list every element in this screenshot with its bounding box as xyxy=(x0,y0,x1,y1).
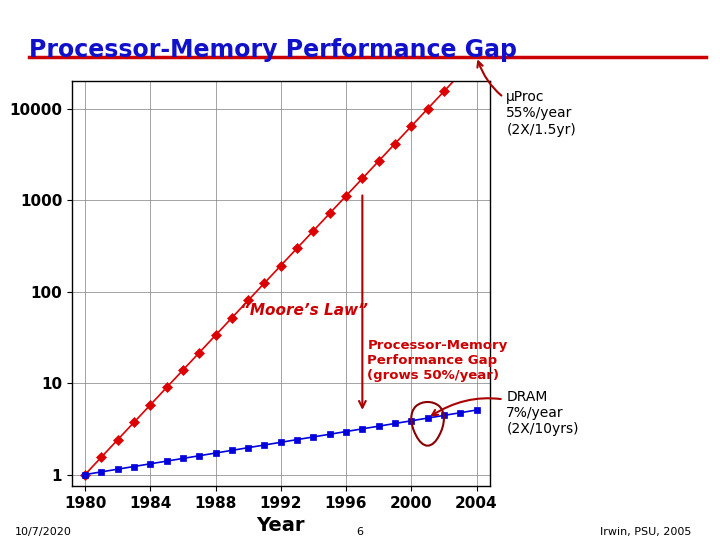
Text: DRAM
7%/year
(2X/10yrs): DRAM 7%/year (2X/10yrs) xyxy=(432,390,579,436)
Text: Processor-Memory Performance Gap: Processor-Memory Performance Gap xyxy=(29,38,517,62)
Text: μProc
55%/year
(2X/1.5yr): μProc 55%/year (2X/1.5yr) xyxy=(477,62,576,137)
Text: 6: 6 xyxy=(356,526,364,537)
Text: “Moore’s Law”: “Moore’s Law” xyxy=(240,303,368,318)
Y-axis label: Performance: Performance xyxy=(0,219,4,348)
Text: 10/7/2020: 10/7/2020 xyxy=(14,526,71,537)
X-axis label: Year: Year xyxy=(256,516,305,535)
Text: Processor-Memory
Performance Gap
(grows 50%/year): Processor-Memory Performance Gap (grows … xyxy=(367,340,508,382)
Text: Irwin, PSU, 2005: Irwin, PSU, 2005 xyxy=(600,526,691,537)
